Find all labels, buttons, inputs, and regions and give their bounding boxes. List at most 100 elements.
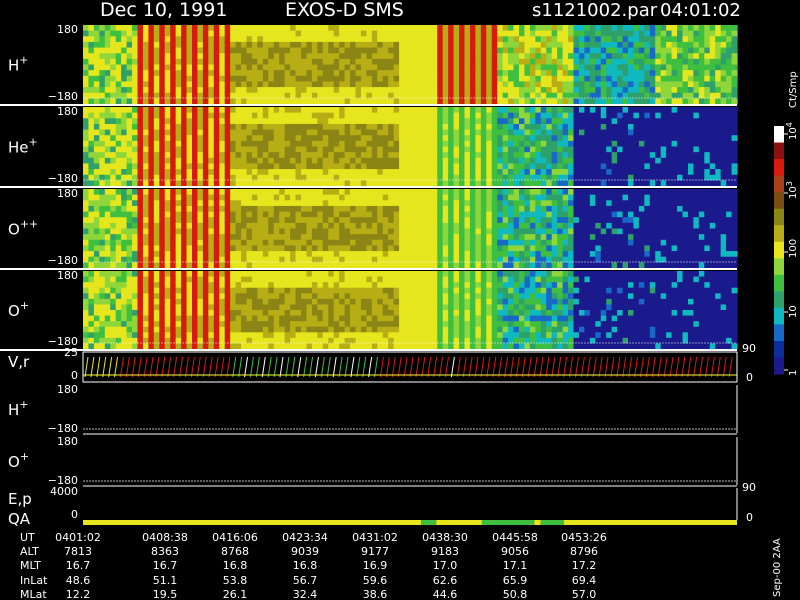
- heatmap-cell: [448, 228, 455, 235]
- heatmap-cell: [644, 47, 651, 54]
- heatmap-cell: [622, 152, 629, 159]
- heatmap-cell: [720, 123, 727, 131]
- heatmap-cell: [186, 157, 193, 165]
- heatmap-cell: [371, 64, 378, 71]
- heatmap-cell: [431, 92, 438, 99]
- heatmap-cell: [568, 174, 575, 181]
- heatmap-cell: [491, 169, 498, 176]
- heatmap-cell: [584, 262, 591, 269]
- heatmap-cell: [649, 75, 656, 83]
- heatmap-cell: [677, 140, 684, 148]
- heatmap-cell: [677, 129, 684, 136]
- heatmap-cell: [677, 211, 684, 218]
- heatmap-cell: [99, 228, 106, 235]
- heatmap-cell: [192, 30, 199, 37]
- heatmap-cell: [137, 64, 144, 71]
- heatmap-cell: [121, 129, 128, 136]
- heatmap-cell: [153, 152, 160, 159]
- heatmap-cell: [317, 25, 324, 32]
- heatmap-cell: [262, 239, 269, 247]
- heatmap-cell: [611, 205, 618, 213]
- heatmap-cell: [595, 194, 602, 201]
- heatmap-cell: [589, 157, 596, 165]
- heatmap-cell: [399, 25, 406, 32]
- heatmap-cell: [704, 41, 711, 49]
- heatmap-cell: [181, 205, 188, 213]
- heatmap-cell: [132, 256, 139, 263]
- heatmap-cell: [339, 228, 346, 235]
- heatmap-cell: [339, 25, 346, 32]
- heatmap-cell: [437, 194, 444, 201]
- heatmap-cell: [202, 262, 209, 269]
- heatmap-cell: [633, 70, 640, 77]
- heatmap-cell: [589, 112, 596, 119]
- heatmap-cell: [459, 234, 466, 241]
- heatmap-cell: [83, 129, 90, 136]
- heatmap-cell: [132, 92, 139, 99]
- heatmap-cell: [513, 251, 520, 258]
- heatmap-cell: [88, 262, 95, 269]
- heatmap-cell: [197, 262, 204, 269]
- heatmap-cell: [431, 205, 438, 213]
- heatmap-cell: [649, 53, 656, 60]
- heatmap-cell: [230, 146, 237, 153]
- heatmap-cell: [115, 140, 122, 148]
- heatmap-cell: [480, 222, 487, 230]
- heatmap-cell: [295, 58, 302, 66]
- heatmap-cell: [251, 92, 258, 99]
- heatmap-cell: [132, 245, 139, 252]
- heatmap-cell: [469, 157, 476, 165]
- heatmap-cell: [333, 81, 340, 88]
- heatmap-cell: [126, 228, 133, 235]
- heatmap-cell: [99, 211, 106, 218]
- heatmap-cell: [671, 222, 678, 230]
- heatmap-cell: [235, 107, 242, 114]
- heatmap-cell: [415, 70, 422, 77]
- heatmap-cell: [344, 107, 351, 114]
- heatmap-cell: [306, 228, 313, 235]
- heatmap-cell: [213, 251, 220, 258]
- heatmap-cell: [595, 163, 602, 170]
- heatmap-cell: [584, 70, 591, 77]
- heatmap-cell: [268, 157, 275, 165]
- heatmap-cell: [622, 140, 629, 148]
- heatmap-cell: [175, 256, 182, 263]
- heatmap-cell: [655, 118, 662, 125]
- heatmap-cell: [611, 140, 618, 148]
- heatmap-cell: [622, 87, 629, 94]
- heatmap-cell: [410, 53, 417, 60]
- heatmap-cell: [382, 53, 389, 60]
- heatmap-cell: [83, 245, 90, 252]
- heatmap-cell: [584, 118, 591, 125]
- heatmap-cell: [99, 140, 106, 148]
- heatmap-cell: [638, 251, 645, 258]
- heatmap-cell: [192, 234, 199, 241]
- heatmap-cell: [137, 200, 144, 207]
- heatmap-cell: [491, 256, 498, 263]
- heatmap-cell: [126, 87, 133, 94]
- heatmap-cell: [322, 41, 329, 49]
- heatmap-cell: [83, 64, 90, 71]
- heatmap-cell: [606, 245, 613, 252]
- heatmap-cell: [584, 123, 591, 131]
- heatmap-cell: [513, 174, 520, 181]
- heatmap-cell: [99, 87, 106, 94]
- heatmap-cell: [344, 25, 351, 32]
- heatmap-cell: [617, 112, 624, 119]
- heatmap-cell: [175, 70, 182, 77]
- heatmap-cell: [230, 163, 237, 170]
- heatmap-cell: [464, 152, 471, 159]
- heatmap-cell: [377, 25, 384, 32]
- heatmap-cell: [426, 189, 433, 196]
- heatmap-cell: [693, 169, 700, 176]
- heatmap-cell: [578, 129, 585, 136]
- heatmap-cell: [410, 135, 417, 142]
- heatmap-cell: [666, 205, 673, 213]
- heatmap-cell: [382, 107, 389, 114]
- heatmap-cell: [104, 251, 111, 258]
- heatmap-cell: [279, 228, 286, 235]
- heatmap-cell: [431, 245, 438, 252]
- heatmap-cell: [404, 262, 411, 269]
- heatmap-cell: [464, 53, 471, 60]
- heatmap-cell: [535, 140, 542, 148]
